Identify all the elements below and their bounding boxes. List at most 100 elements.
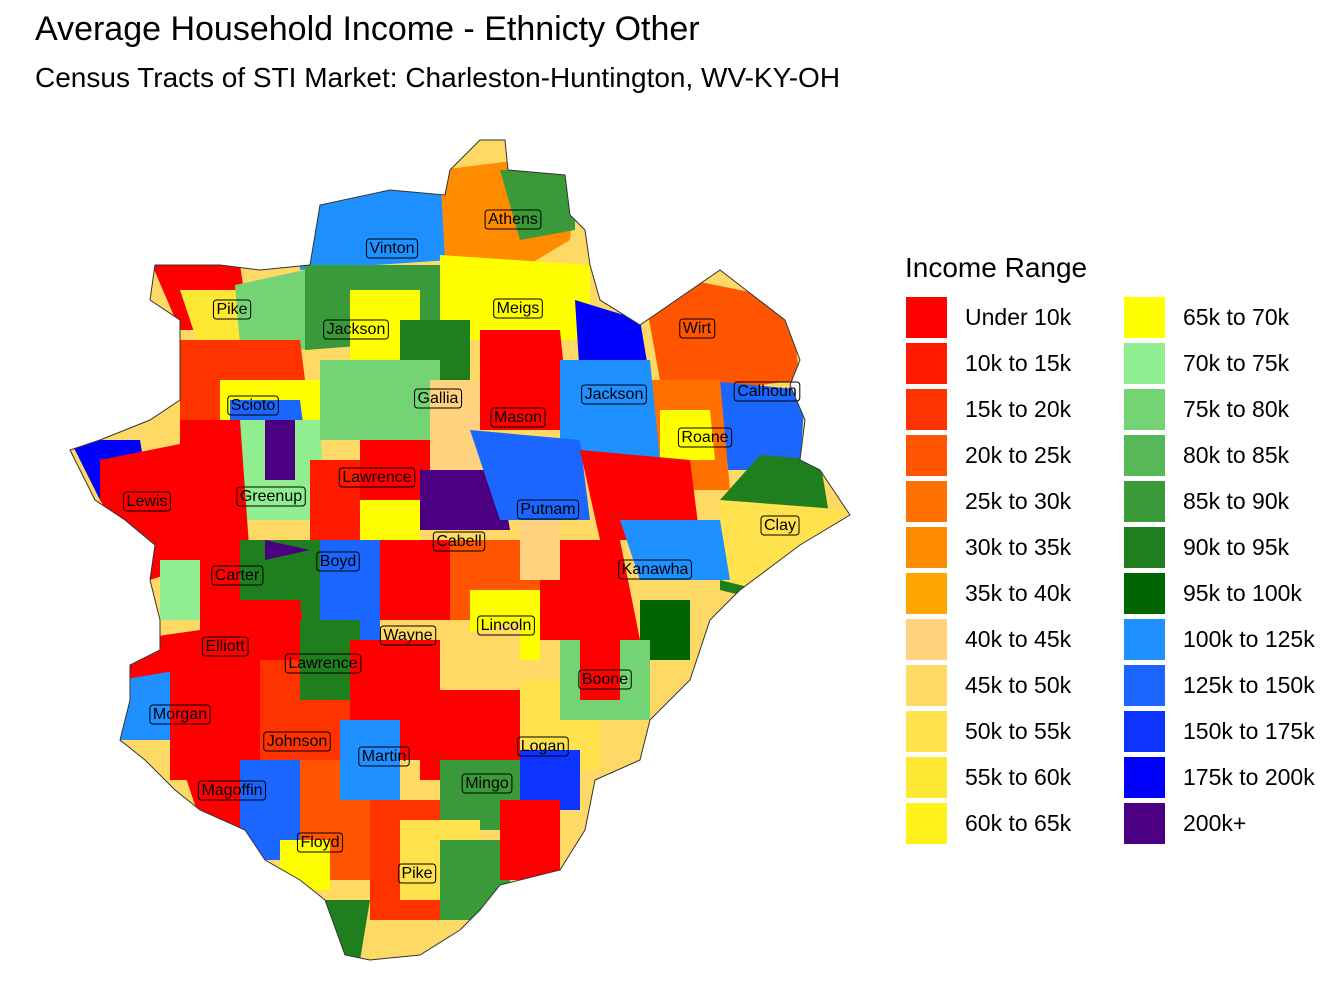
legend-item: 100k to 125k <box>1123 616 1323 662</box>
county-name: Lawrence <box>342 469 411 486</box>
legend-item: 80k to 85k <box>1123 432 1323 478</box>
county-label-box <box>379 625 437 646</box>
county-label: Pike <box>212 299 252 320</box>
legend-item: 85k to 90k <box>1123 478 1323 524</box>
legend-swatch <box>905 479 948 523</box>
legend-label: 85k to 90k <box>1183 487 1290 514</box>
legend-item: 10k to 15k <box>905 340 1105 386</box>
county-label-box <box>211 565 264 586</box>
county-name: Lincoln <box>481 617 532 634</box>
county-label-box <box>284 653 362 674</box>
county-name: Jackson <box>585 386 644 403</box>
legend-swatch <box>1123 525 1166 569</box>
county-label-box <box>365 238 419 259</box>
county-name: Vinton <box>369 240 414 257</box>
legend-swatch <box>905 801 948 845</box>
county-label: Jackson <box>581 384 647 405</box>
legend-label: 45k to 50k <box>965 671 1072 698</box>
legend-label: 125k to 150k <box>1183 671 1315 698</box>
county-name: Cabell <box>436 533 481 550</box>
county-label: Boyd <box>316 551 360 572</box>
county-name: Mingo <box>465 775 509 792</box>
legend-swatch <box>905 571 948 615</box>
county-name: Kanawha <box>622 561 689 578</box>
legend-swatch <box>1123 479 1166 523</box>
legend-label: 50k to 55k <box>965 717 1072 744</box>
county-label-box <box>414 388 463 409</box>
county-label: Carter <box>211 565 264 586</box>
county-label: Magoffin <box>197 780 267 801</box>
legend-label: 25k to 30k <box>965 487 1072 514</box>
legend-label: 15k to 20k <box>965 395 1072 422</box>
county-label-box <box>197 780 267 801</box>
legend-label: 80k to 85k <box>1183 441 1290 468</box>
county-name: Wirt <box>683 320 712 337</box>
county-label: Boone <box>578 669 632 690</box>
county-name: Greenup <box>240 488 302 505</box>
legend-swatch <box>1123 341 1166 385</box>
county-name: Magoffin <box>201 782 262 799</box>
legend-label: 55k to 60k <box>965 763 1072 790</box>
legend-swatch <box>905 341 948 385</box>
legend-label: 65k to 70k <box>1183 303 1290 330</box>
legend-item: 200k+ <box>1123 800 1323 846</box>
county-name: Carter <box>215 567 260 584</box>
county-name: Gallia <box>418 390 459 407</box>
legend-column: Under 10k 10k to 15k 15k to 20k 20k to 25k 2… <box>905 294 1105 846</box>
county-label: Scioto <box>227 395 279 416</box>
county-label-box <box>201 636 249 657</box>
county-label-box <box>461 773 513 794</box>
county-label-box <box>484 209 542 230</box>
county-name: Meigs <box>497 300 540 317</box>
county-label: Lawrence <box>338 467 416 488</box>
county-label: Athens <box>484 209 542 230</box>
county-label-box <box>490 407 546 428</box>
county-label: Martin <box>358 746 410 767</box>
legend-swatch <box>1123 387 1166 431</box>
legend-swatch <box>1123 433 1166 477</box>
county-name: Pike <box>401 865 432 882</box>
county-name: Mason <box>494 409 542 426</box>
county-label: Roane <box>677 427 733 448</box>
legend-item: 70k to 75k <box>1123 340 1323 386</box>
map-title: Average Household Income - Ethnicty Othe… <box>35 10 700 48</box>
county-label-box <box>581 384 647 405</box>
county-label: Jackson <box>323 319 389 340</box>
county-name: Lewis <box>127 493 168 510</box>
county-label-box <box>679 318 716 339</box>
county-name: Roane <box>681 429 728 446</box>
county-name: Lawrence <box>288 655 357 672</box>
legend-swatch <box>905 295 948 339</box>
legend-item: 95k to 100k <box>1123 570 1323 616</box>
choropleth-map: Athens Vinton Pike Jackson Meigs Wirt Scioto Ga… <box>69 139 851 961</box>
legend-swatch <box>905 433 948 477</box>
legend-swatch <box>905 755 948 799</box>
county-label: Wirt <box>679 318 716 339</box>
county-label: Mason <box>490 407 546 428</box>
legend-label: 40k to 45k <box>965 625 1072 652</box>
legend-swatch <box>1123 571 1166 615</box>
county-name: Jackson <box>327 321 386 338</box>
legend-label: 100k to 125k <box>1183 625 1315 652</box>
county-label: Calhoun <box>733 381 801 402</box>
legend-swatch <box>1123 617 1166 661</box>
county-label: Gallia <box>414 388 463 409</box>
legend-label: 30k to 35k <box>965 533 1072 560</box>
county-label: Floyd <box>296 832 344 853</box>
county-label-box <box>123 491 171 512</box>
legend-item: 25k to 30k <box>905 478 1105 524</box>
county-label: Morgan <box>149 704 211 725</box>
legend-item: 175k to 200k <box>1123 754 1323 800</box>
legend-item: 15k to 20k <box>905 386 1105 432</box>
legend-label: 35k to 40k <box>965 579 1072 606</box>
county-label: Elliott <box>201 636 249 657</box>
county-label: Lewis <box>123 491 171 512</box>
county-name: Putnam <box>520 501 575 518</box>
county-label-box <box>263 731 331 752</box>
county-label-box <box>517 736 569 757</box>
county-label-box <box>323 319 389 340</box>
county-label: Meigs <box>493 298 543 319</box>
legend-item: 60k to 65k <box>905 800 1105 846</box>
county-name: Morgan <box>153 706 207 723</box>
legend-swatch <box>1123 755 1166 799</box>
